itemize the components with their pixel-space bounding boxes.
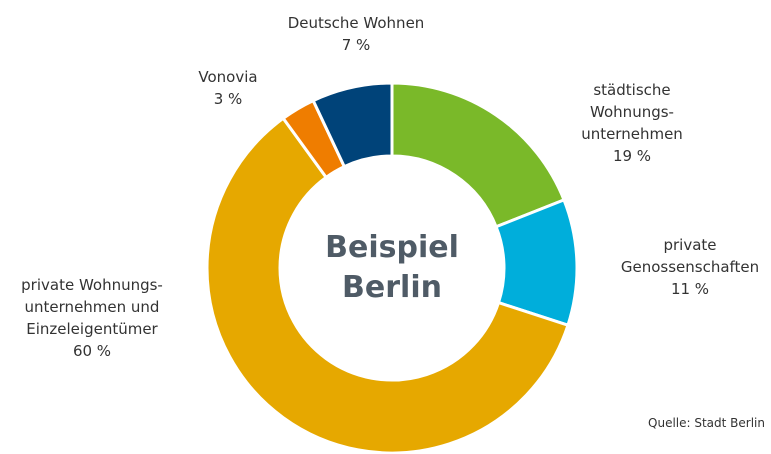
segment-label: Deutsche Wohnen 7 % xyxy=(288,12,425,56)
donut-segment xyxy=(205,116,570,454)
category-label: Vonovia xyxy=(198,68,258,86)
value-label: 11 % xyxy=(670,280,710,298)
segment-label: Vonovia 3 % xyxy=(198,66,257,110)
category-label: private Genossenschaften xyxy=(620,236,760,276)
segment-label: private Genossenschaften 11 % xyxy=(621,234,759,300)
segment-label: private Wohnungs- unternehmen und Einzel… xyxy=(21,274,163,362)
value-label: 3 % xyxy=(213,90,243,108)
source: Quelle: Stadt Berlin xyxy=(648,416,765,430)
value-label: 19 % xyxy=(612,147,652,165)
category-label: städtische Wohnungs- unternehmen xyxy=(581,81,683,143)
center-text: Beispiel Berlin xyxy=(325,230,459,305)
donut-segment xyxy=(311,81,394,169)
category-label: private Wohnungs- unternehmen und Einzel… xyxy=(21,276,163,338)
value-label: 60 % xyxy=(72,342,112,360)
segment-label: städtische Wohnungs- unternehmen 19 % xyxy=(563,79,702,167)
value-label: 7 % xyxy=(341,36,371,54)
category-label: Deutsche Wohnen xyxy=(287,14,425,32)
donut-segment xyxy=(390,81,566,229)
